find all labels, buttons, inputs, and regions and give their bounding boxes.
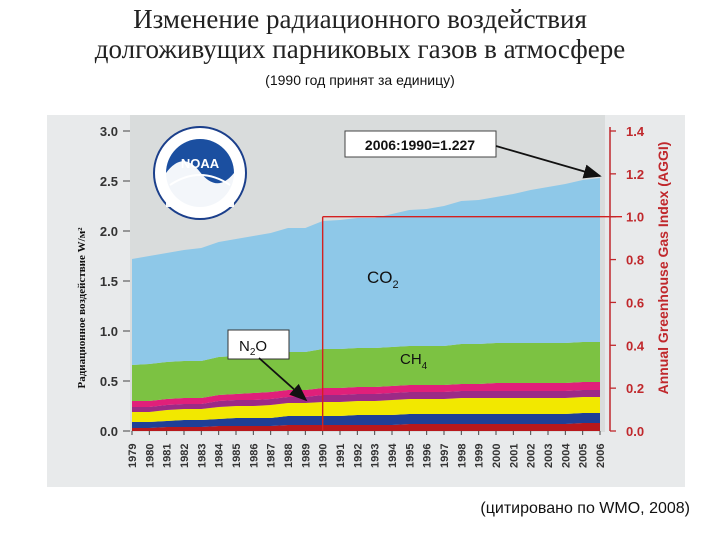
area-series-co2 [132,178,600,365]
x-tick-label: 1983 [196,444,208,468]
x-tick-label: 1991 [335,444,347,468]
n2o-arrow [258,357,308,402]
x-tick-label: 1982 [179,444,191,468]
x-tick-label: 1993 [370,444,382,468]
y-right-tick-label: 0.6 [626,295,644,310]
x-tick-label: 1990 [318,444,330,468]
y-left-tick-label: 1.0 [100,324,118,339]
x-tick-label: 1979 [127,444,139,468]
chart-subtitle: (1990 год принят за единицу) [265,72,455,88]
x-tick-label: 1987 [266,444,278,468]
y-right-tick-label: 0.2 [626,381,644,396]
x-tick-label: 1984 [214,443,226,468]
chart-title-line-2: долгоживущих парниковых газов в атмосфер… [94,34,626,64]
y-left-tick-label: 0.0 [100,424,118,439]
area-series-layer-2 [132,413,600,428]
area-series-layer-5 [132,382,600,407]
x-tick-label: 1986 [248,444,260,468]
chart-title-line-1: Изменение радиационного воздействия [133,4,587,34]
noaa-logo: NOAA [153,126,247,220]
x-tick-label: 1988 [283,444,295,468]
y-axis-right-label: Annual Greenhouse Gas Index (AGGI) [655,142,671,395]
x-tick-label: 2002 [526,444,538,468]
y-right-tick-label: 0.0 [626,424,644,439]
annotation-box [344,130,497,158]
x-tick-label: 2005 [578,444,590,468]
n2o-label-box [227,329,290,360]
x-tick-label: 1985 [231,444,243,468]
x-tick-label: 2000 [491,444,503,468]
citation: (цитировано по WMO, 2008) [480,500,690,517]
y-left-tick-label: 1.5 [100,274,118,289]
x-tick-label: 2003 [543,444,555,468]
y-right-tick-label: 0.4 [626,338,645,353]
x-tick-label: 1998 [456,444,468,468]
x-tick-label: 1997 [439,444,451,468]
annotation-text: 2006:1990=1.227 [365,137,475,153]
y-right-tick-label: 1.4 [626,124,645,139]
area-series-layer-1 [132,423,600,431]
x-tick-label: 2004 [560,443,572,468]
x-tick-label: 1980 [144,444,156,468]
label-co2: CO2 [367,268,399,291]
y-right-tick-label: 1.0 [626,210,644,225]
x-tick-label: 1996 [422,444,434,468]
x-tick-label: 2001 [508,444,520,468]
x-tick-label: 1981 [162,444,174,468]
label-ch4: CH4 [400,351,428,372]
y-left-tick-label: 0.5 [100,374,118,389]
y-right-tick-label: 1.2 [626,167,644,182]
x-tick-label: 1999 [474,444,486,468]
x-tick-label: 1995 [404,444,416,468]
annotation-arrow [495,145,602,179]
y-left-tick-label: 2.0 [100,224,118,239]
y-left-tick-label: 3.0 [100,124,118,139]
area-series-layer-4 [132,390,600,412]
x-tick-label: 2006 [595,444,607,468]
x-tick-label: 1994 [387,443,399,468]
y-left-tick-label: 2.5 [100,174,118,189]
label-n2o: N2O [239,338,267,358]
y-axis-left-label: Радиационное воздействие W/м² [76,227,88,389]
area-series-n2o [132,397,600,422]
noaa-logo-text: NOAA [181,156,220,171]
x-tick-label: 1989 [300,444,312,468]
y-right-tick-label: 0.8 [626,253,644,268]
x-tick-label: 1992 [352,444,364,468]
